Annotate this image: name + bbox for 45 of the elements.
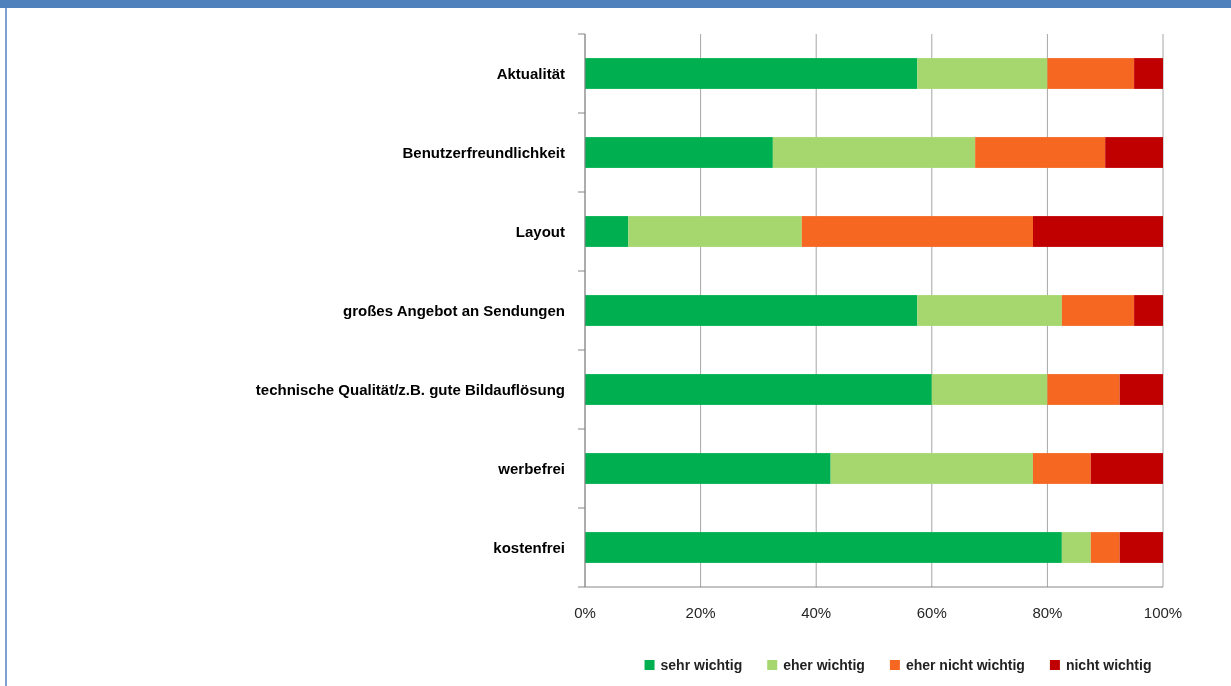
bar (772, 137, 976, 168)
bar (830, 453, 1033, 484)
bar (585, 453, 831, 484)
bar (1032, 453, 1091, 484)
y-tick-label: technische Qualität/z.B. gute Bildauflösung (255, 381, 565, 398)
bar (1134, 58, 1163, 89)
legend-label: nicht wichtig (1065, 657, 1152, 673)
bar (585, 374, 932, 405)
bar (1061, 532, 1091, 563)
bar (1090, 532, 1120, 563)
legend-label: eher wichtig (783, 657, 865, 673)
bar (585, 137, 773, 168)
bar (917, 58, 1048, 89)
bar (1119, 374, 1163, 405)
y-tick-label: großes Angebot an Sendungen (343, 302, 565, 319)
x-tick-label: 20% (685, 603, 716, 621)
y-tick-label: werbefrei (497, 460, 565, 477)
bar (628, 216, 802, 247)
bar (585, 295, 918, 326)
bar (975, 137, 1106, 168)
y-tick-label: Layout (515, 223, 565, 240)
y-tick-label: Benutzerfreundlichkeit (402, 144, 565, 161)
bar (1032, 216, 1163, 247)
bar (917, 295, 1062, 326)
bar (1119, 532, 1163, 563)
x-tick-label: 100% (1143, 603, 1183, 621)
bar (1047, 374, 1120, 405)
x-tick-label: 80% (1032, 603, 1063, 621)
x-tick-label: 0% (574, 603, 596, 621)
x-tick-label: 60% (916, 603, 947, 621)
bar (585, 216, 629, 247)
y-tick-label: Aktualität (496, 65, 565, 82)
bar (585, 532, 1062, 563)
x-tick-label: 40% (801, 603, 832, 621)
bar (931, 374, 1048, 405)
bar (1105, 137, 1163, 168)
bar (1047, 58, 1135, 89)
bar (1090, 453, 1163, 484)
legend-label: eher nicht wichtig (905, 657, 1025, 673)
bar (1134, 295, 1163, 326)
bar (801, 216, 1033, 247)
y-tick-label: kostenfrei (493, 539, 565, 556)
bar (1061, 295, 1135, 326)
legend-label: sehr wichtig (660, 657, 743, 673)
bar (585, 58, 918, 89)
